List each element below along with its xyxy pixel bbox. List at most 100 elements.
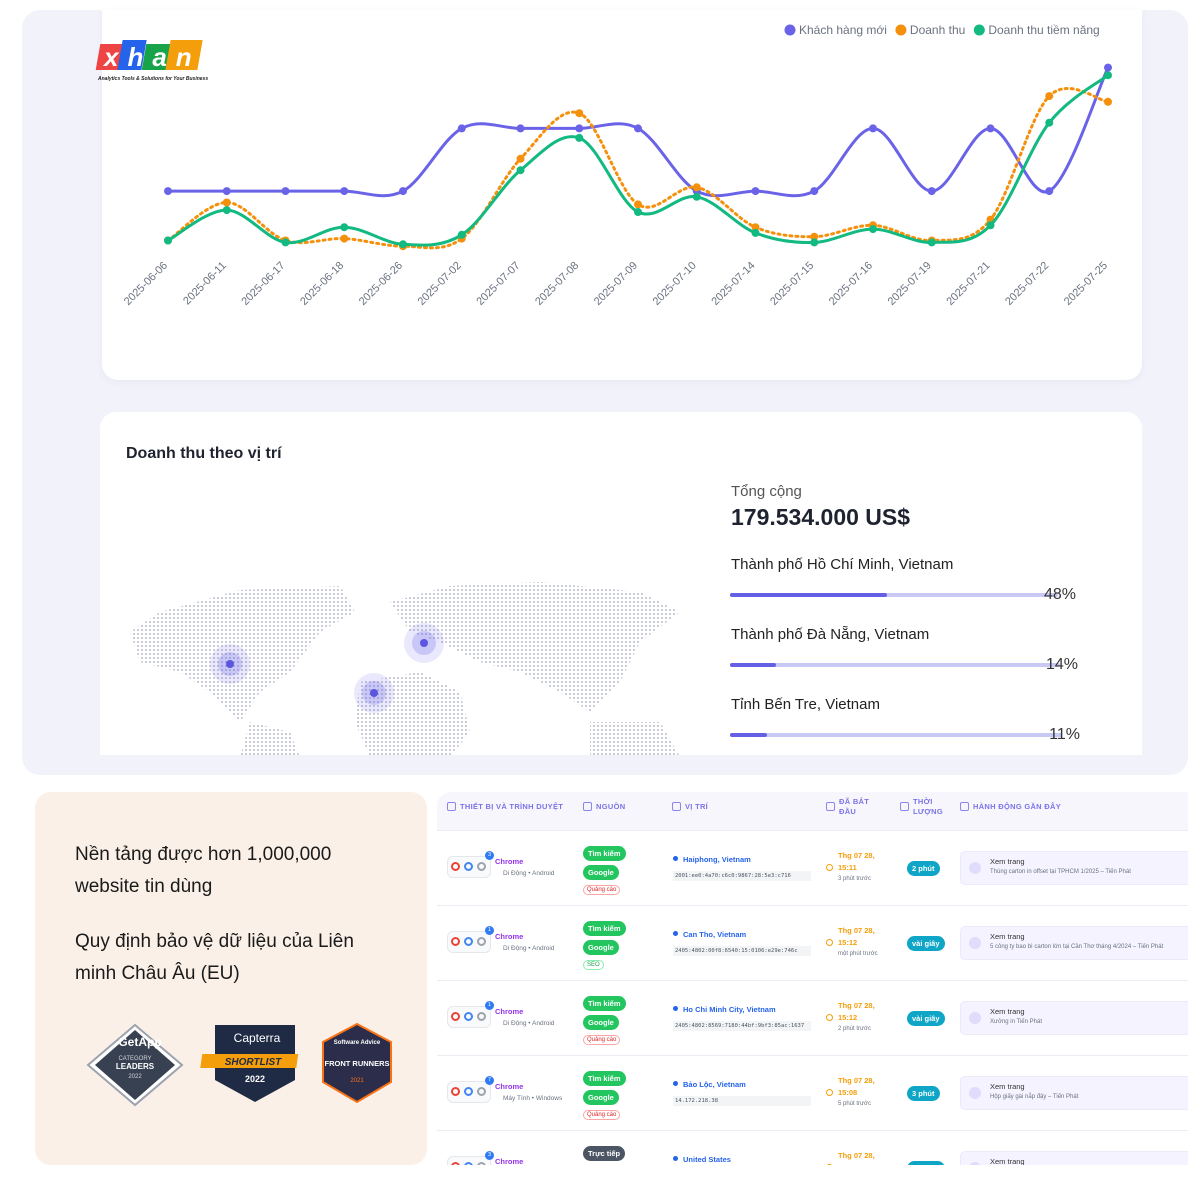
logo-text: xhan [104, 42, 201, 72]
x-tick-label: 2025-07-07 [474, 260, 522, 308]
logo: xhan Analytics Tools & Solutions for You… [95, 34, 208, 94]
data-point [516, 154, 525, 163]
data-point [692, 183, 701, 192]
device-icon [477, 937, 486, 946]
action-title: Xem trang [990, 932, 1025, 941]
browser-name: Chrome [495, 1082, 524, 1091]
device-icon [464, 1162, 473, 1165]
source-cell: Tìm kiếm Google Quảng cáo [583, 1071, 663, 1120]
time-ago: 5 phút trước [838, 1101, 871, 1107]
start-time: 15:11 [838, 863, 857, 872]
device-icon [451, 937, 460, 946]
start-date: Thg 07 28, [838, 1001, 875, 1010]
location-card: Doanh thu theo vị trí Tổng cộng 179.534.… [100, 412, 1142, 755]
action-card: Xem trang Thùng carton in offset tại TPHC… [960, 851, 1188, 885]
source-tag: Quảng cáo [583, 885, 621, 895]
x-tick-label: 2025-07-22 [1003, 260, 1051, 308]
location-percent: 11% [1049, 726, 1080, 743]
action-icon [969, 937, 981, 949]
location-name: Can Tho, Vietnam [683, 930, 747, 939]
browser-name: Chrome [495, 857, 524, 866]
device-icon [451, 1162, 460, 1165]
x-tick-label: 2025-07-25 [1062, 260, 1110, 308]
location-name: Ho Chi Minh City, Vietnam [683, 1005, 776, 1014]
data-point [751, 228, 760, 237]
legend-swatch [973, 24, 985, 36]
table-row: 7 Chrome Máy Tính • Windows Tìm kiếm Google Q… [437, 1055, 1188, 1131]
start-time: 15:08 [838, 1088, 858, 1097]
data-point [222, 187, 231, 196]
location-pin [673, 1156, 678, 1161]
data-point [399, 187, 407, 196]
source-cell: Trực tiếp [583, 1146, 663, 1165]
action-card: Xem trang Xưởng in Tiến Phát [960, 1001, 1188, 1035]
device-icon [477, 1087, 486, 1096]
continents [130, 582, 680, 755]
device-icons [447, 1081, 491, 1103]
device-type: Di Động • Android [503, 945, 555, 952]
duration-pill: vài giây [907, 1011, 945, 1026]
clock-icon [826, 939, 833, 946]
series-line [167, 74, 1109, 247]
ip-address: 2405:4802:8569:7180:44bf:9bf3:85ac:1637 [673, 1021, 811, 1031]
data-point [222, 198, 231, 207]
data-point [1104, 71, 1112, 80]
action-card: Xem trang [960, 1151, 1188, 1165]
x-tick-label: 2025-06-06 [122, 260, 170, 308]
badges: GetApp CATEGORY LEADERS 2022 Capterra SH… [86, 1022, 392, 1107]
start-date: Thg 07 28, [838, 1076, 875, 1085]
badge-brand: Software Advice [334, 1040, 381, 1046]
hotspots [210, 623, 444, 713]
device-icon [477, 1012, 486, 1021]
data-point [634, 208, 642, 216]
column-header: ĐÃ BẮT ĐẦU [839, 797, 870, 816]
software-advice-badge: Software Advice FRONT RUNNERS 2021 [322, 1022, 392, 1104]
data-point [927, 238, 936, 247]
promo-card: Nền tảng được hơn 1,000,000 website tin … [35, 792, 427, 1165]
x-tick-label: 2025-07-14 [709, 260, 757, 308]
x-tick-label: 2025-06-11 [181, 260, 229, 308]
action-icon [969, 862, 981, 874]
header-icon [960, 802, 969, 811]
action-title: Xem trang [990, 1007, 1025, 1016]
duration-pill: vài giây [907, 936, 945, 951]
data-point [692, 192, 701, 201]
badge-year: 2022 [128, 1074, 142, 1080]
start-date: Thg 07 28, [838, 1151, 875, 1160]
start-date: Thg 07 28, [838, 926, 875, 935]
data-point [340, 223, 349, 232]
data-point [986, 124, 995, 133]
x-tick-label: 2025-07-15 [768, 260, 816, 308]
browser-name: Chrome [495, 1157, 524, 1165]
action-title: Xem trang [990, 1082, 1025, 1091]
device-type: Di Động • Android [503, 870, 555, 877]
data-point [222, 206, 231, 215]
header-icon [900, 802, 909, 811]
location-name: Thành phố Hồ Chí Minh, Vietnam [731, 556, 954, 573]
location-pin [673, 1006, 678, 1011]
data-point [340, 234, 349, 243]
column-header: NGUỒN [596, 802, 626, 811]
column-header: THIẾT BỊ VÀ TRÌNH DUYỆT [460, 802, 564, 811]
location-name: Tỉnh Bến Tre, Vietnam [731, 696, 880, 713]
x-tick-label: 2025-07-02 [416, 260, 464, 308]
data-point [575, 133, 584, 142]
x-tick-label: 2025-07-09 [592, 260, 640, 308]
browser-name: Chrome [495, 932, 524, 941]
start-time: 15:12 [838, 938, 858, 947]
device-icons [447, 1006, 491, 1028]
x-tick-label: 2025-07-16 [827, 260, 875, 308]
device-type: Di Động • Android [503, 1020, 555, 1027]
badge-brand: Capterra [234, 1031, 281, 1045]
source-cell: Tìm kiếm Google SEO [583, 921, 663, 970]
x-tick-label: 2025-07-10 [651, 260, 699, 308]
device-icon [464, 937, 473, 946]
badge-year: 2021 [350, 1078, 364, 1084]
line-chart-card: 2025-06-06 2025-06-11 2025-06-17 2025-06-18… [102, 10, 1142, 380]
column-header: THỜI LƯỢNG [913, 797, 943, 816]
data-point [634, 200, 642, 209]
time-ago: 2 phút trước [838, 1026, 871, 1032]
total-label: Tổng cộng [731, 483, 802, 500]
column-header: HÀNH ĐỘNG GẦN ĐÂY [973, 802, 1062, 811]
